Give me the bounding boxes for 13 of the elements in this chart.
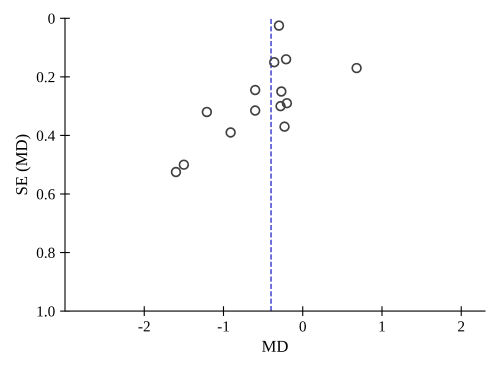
y-axis-title: SE (MD)	[16, 134, 31, 194]
x-tick-label: -1	[218, 321, 229, 332]
x-tick-label: 1	[380, 321, 385, 332]
y-tick-label: 1.0	[38, 306, 55, 317]
y-tick-label: 0.6	[36, 189, 55, 200]
y-tick-label: 0.8	[36, 248, 55, 258]
y-tick-label: 0.4	[36, 130, 56, 141]
x-axis-title: MD	[262, 340, 288, 352]
x-tick-label: -2	[138, 321, 150, 332]
x-tick-label: 0	[300, 321, 306, 332]
y-tick-label: 0.2	[36, 72, 54, 82]
y-tick-label: 0	[48, 13, 55, 24]
x-tick-label: 2	[458, 321, 464, 332]
